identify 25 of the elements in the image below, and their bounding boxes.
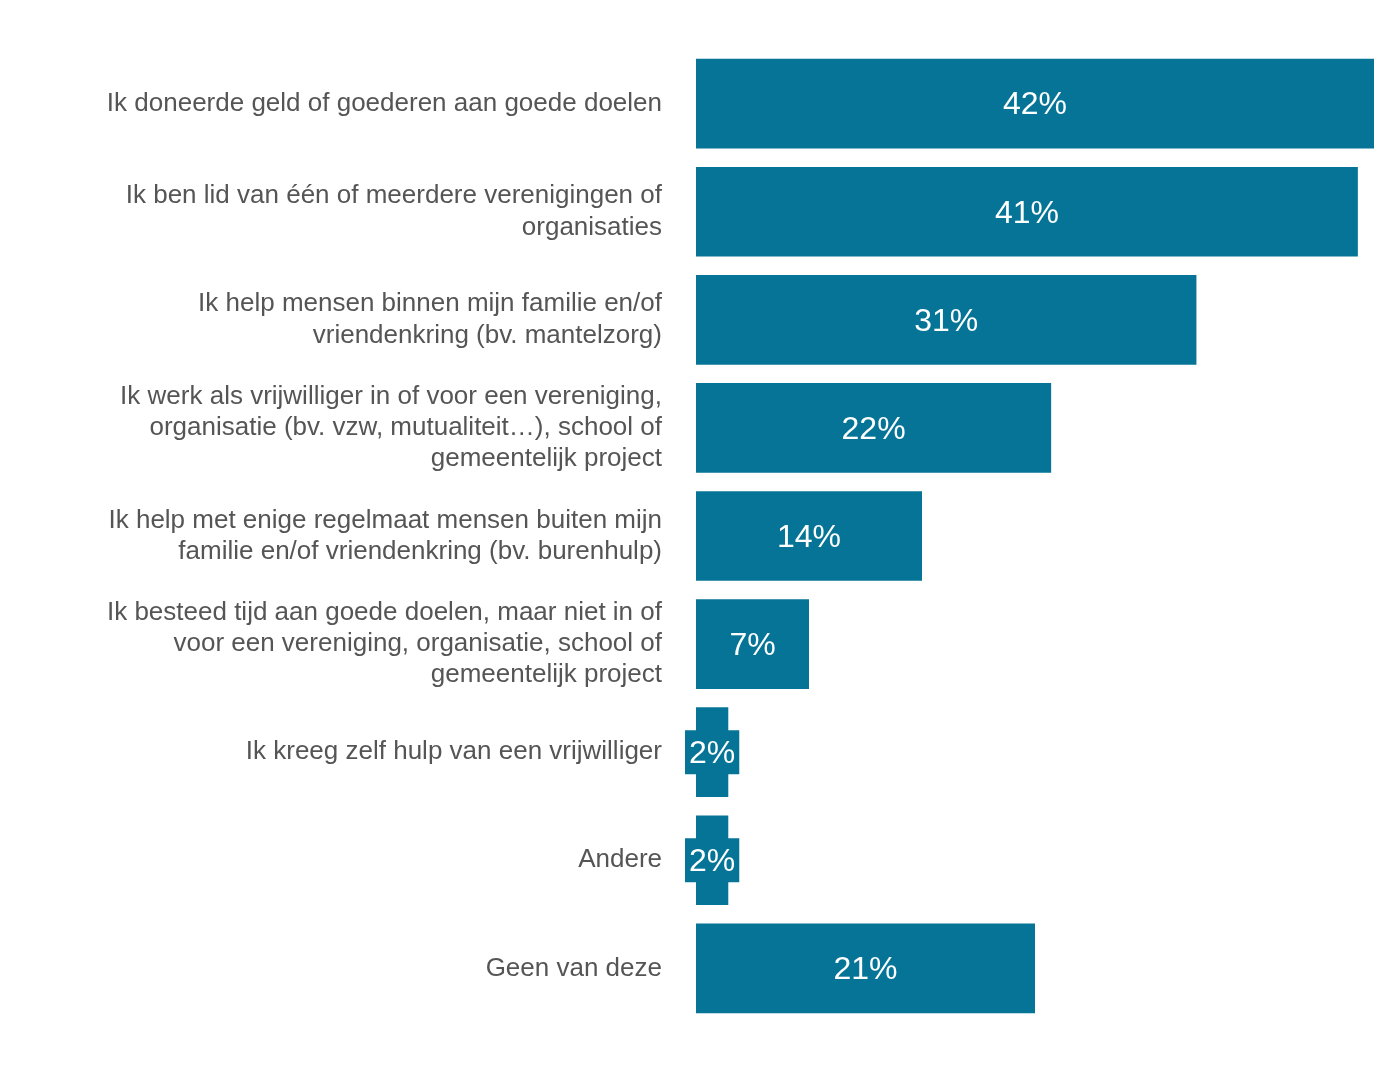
bar — [696, 599, 809, 689]
y-tick-label: Ik help mensen binnen mijn familie en/of vriendenkring (bv. mantelzorg) — [198, 287, 663, 349]
y-tick-label: Ik help met enige regelmaat mensen buiten mijn familie en/of vriendenkring (bv. burenhulp) — [108, 503, 662, 565]
bar — [696, 491, 922, 581]
y-tick-label: Ik doneerde geld of goederen aan goede doelen — [106, 86, 662, 117]
bar — [696, 383, 1052, 473]
data-label: 22% — [841, 409, 906, 446]
y-tick-label: Andere — [578, 843, 662, 874]
data-label: 42% — [1002, 85, 1068, 122]
y-tick-label: Ik besteed tijd aan goede doelen, maar niet in of voor een vereniging, organisatie, school of gemeentelijk project — [106, 596, 663, 689]
data-label: 14% — [776, 517, 842, 554]
y-tick-label: Ik kreeg zelf hulp van een vrijwilliger — [245, 735, 663, 766]
bar — [696, 166, 1358, 257]
bar — [696, 58, 1374, 149]
data-label: 2% — [689, 842, 736, 879]
y-tick-label: Ik ben lid van één of meerdere verenigingen of organisaties — [125, 179, 663, 241]
bar — [696, 274, 1197, 365]
data-label: 41% — [994, 193, 1059, 230]
data-label: 7% — [729, 625, 776, 662]
data-label: 31% — [914, 301, 979, 338]
y-tick-label: Ik werk als vrijwilliger in of voor een vereniging, organisatie (bv. vzw, mutualiteit…), school of gemeentelijk project — [120, 379, 663, 473]
data-label: 21% — [833, 950, 898, 987]
data-label: 2% — [689, 734, 736, 771]
y-tick-label: Geen van deze — [485, 951, 662, 982]
bar — [696, 923, 1035, 1014]
